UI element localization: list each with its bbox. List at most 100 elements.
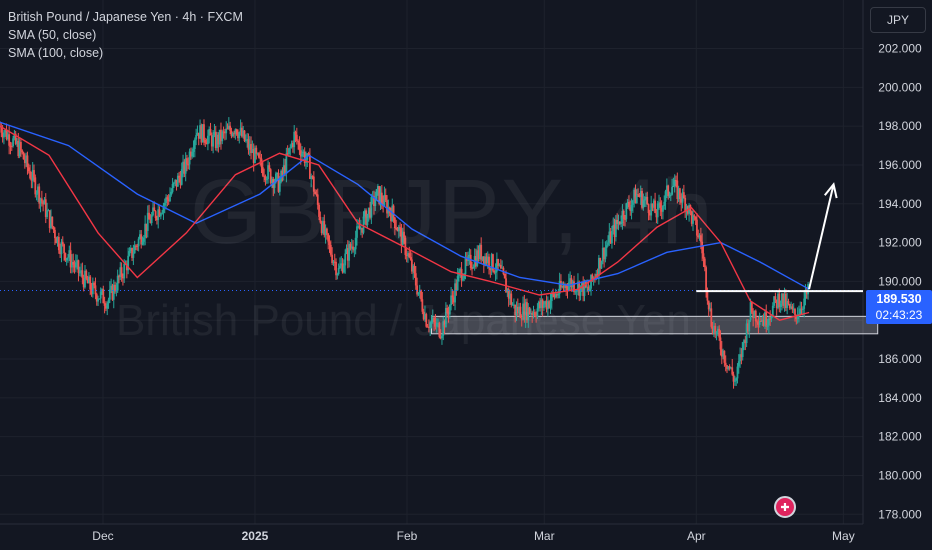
candle-body xyxy=(693,215,696,217)
candle-body xyxy=(12,138,14,147)
candle-body xyxy=(497,259,500,266)
candle-body xyxy=(590,274,592,289)
candle-body xyxy=(720,349,723,357)
candle-body xyxy=(239,127,242,133)
candle-body xyxy=(740,354,743,358)
sma100-legend[interactable]: SMA (100, close) xyxy=(8,46,104,60)
candle-body xyxy=(575,290,578,292)
candle-body xyxy=(180,169,183,185)
candle-body xyxy=(580,281,583,286)
candle-body xyxy=(446,307,449,313)
candle-body xyxy=(14,133,17,144)
candle-body xyxy=(22,152,25,160)
candle-body xyxy=(197,132,200,139)
candle-body xyxy=(290,143,293,148)
candle-body xyxy=(163,202,166,206)
candle-body xyxy=(684,197,687,212)
candle-body xyxy=(166,197,169,200)
candle-body xyxy=(477,250,480,259)
candle-body xyxy=(37,186,39,194)
candle-body xyxy=(136,245,139,247)
candle-body xyxy=(526,302,528,321)
candle-body xyxy=(173,182,175,184)
candle-body xyxy=(685,206,688,212)
candle-body xyxy=(17,141,20,157)
candle-body xyxy=(170,191,173,195)
candle-body xyxy=(9,145,12,147)
uk-flag-icon[interactable]: ✚ xyxy=(774,496,796,518)
candle-body xyxy=(395,228,398,230)
candle-body xyxy=(711,326,714,334)
candle-body xyxy=(21,150,24,153)
candle-body xyxy=(736,366,739,379)
candle-body xyxy=(331,254,334,264)
candle-body xyxy=(363,210,366,217)
candle-body xyxy=(587,286,590,292)
candle-body xyxy=(531,312,534,315)
candle-body xyxy=(165,197,167,203)
candle-body xyxy=(690,211,693,224)
candle-body xyxy=(16,141,18,144)
candle-body xyxy=(416,285,419,295)
candle-body xyxy=(307,153,310,156)
candle-body xyxy=(116,275,119,291)
candle-body xyxy=(586,286,589,288)
candle-body xyxy=(120,267,123,277)
candle-body xyxy=(325,228,328,234)
candle-body xyxy=(308,155,311,179)
candle-body xyxy=(778,293,781,308)
candle-body xyxy=(718,328,721,338)
symbol-title[interactable]: British Pound / Japanese Yen · 4h · FXCM xyxy=(8,10,243,24)
candle-body xyxy=(583,280,586,296)
candle-body xyxy=(367,207,370,214)
candle-body xyxy=(397,227,400,232)
candle-body xyxy=(566,288,569,291)
candle-body xyxy=(561,285,564,288)
candle-body xyxy=(516,306,519,314)
candle-body xyxy=(563,284,566,288)
candle-body xyxy=(699,235,702,242)
candle-body xyxy=(110,285,113,290)
candle-body xyxy=(369,207,371,218)
candle-body xyxy=(263,175,266,177)
candle-body xyxy=(739,354,741,362)
candle-body xyxy=(624,219,626,221)
candle-body xyxy=(55,238,58,244)
candle-body xyxy=(408,253,411,258)
candle-body xyxy=(91,282,94,295)
candle-body xyxy=(629,207,632,211)
candle-body xyxy=(311,176,314,178)
candle-body xyxy=(643,199,646,201)
candle-body xyxy=(105,305,107,309)
candle-body xyxy=(625,203,628,220)
candle-body xyxy=(48,210,51,229)
candle-body xyxy=(252,149,255,163)
projection-arrow-shaft xyxy=(808,184,835,290)
sma50-legend[interactable]: SMA (50, close) xyxy=(8,28,97,42)
candle-body xyxy=(723,350,726,363)
candle-body xyxy=(607,242,609,246)
candle-body xyxy=(201,124,204,143)
candle-body xyxy=(200,125,203,143)
candle-body xyxy=(220,129,222,142)
currency-button[interactable]: JPY xyxy=(870,7,926,33)
candle-body xyxy=(84,270,86,288)
candle-body xyxy=(400,228,403,246)
candle-body xyxy=(247,139,250,150)
candle-body xyxy=(430,321,433,323)
candle-body xyxy=(281,170,284,175)
candle-body xyxy=(618,221,621,224)
candle-body xyxy=(733,380,736,382)
candle-body xyxy=(8,134,11,146)
time-tick-label: Apr xyxy=(687,529,706,543)
candle-body xyxy=(728,366,731,369)
candle-body xyxy=(614,219,617,238)
candle-body xyxy=(260,158,263,168)
candle-body xyxy=(145,223,148,231)
candle-body xyxy=(404,237,407,255)
candle-body xyxy=(737,361,740,367)
candle-body xyxy=(179,177,182,185)
candle-body xyxy=(234,129,237,134)
candle-body xyxy=(161,212,164,214)
